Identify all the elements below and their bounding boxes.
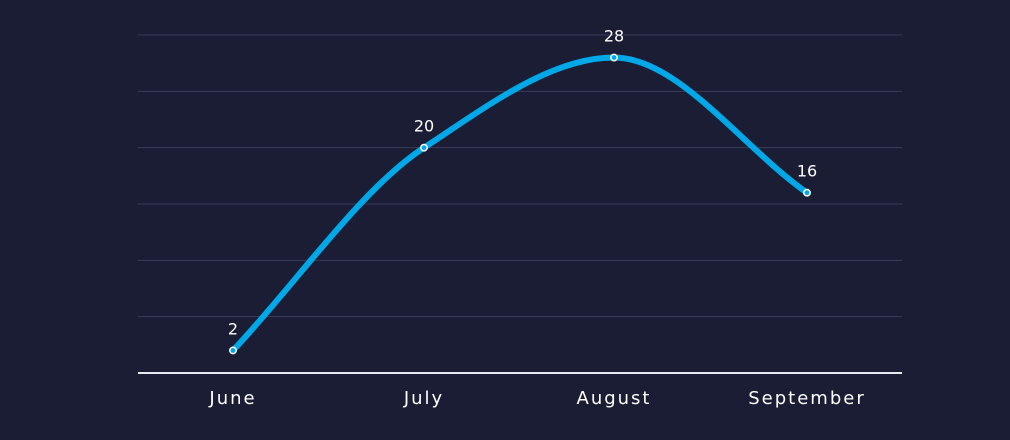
x-tick-label: August — [577, 388, 652, 409]
data-point — [420, 143, 428, 152]
data-label: 28 — [604, 27, 624, 46]
data-label: 16 — [797, 162, 817, 181]
data-label: 20 — [414, 117, 434, 136]
data-label: 2 — [228, 319, 238, 338]
series-layer — [229, 53, 811, 355]
x-tick-label: July — [403, 388, 444, 409]
data-point — [229, 346, 237, 355]
x-tick-labels: June July August September — [208, 388, 866, 409]
gridlines — [138, 34, 902, 318]
data-point — [610, 53, 618, 62]
drop-lines — [232, 57, 808, 373]
x-tick-label: September — [748, 388, 866, 409]
x-tick-label: June — [208, 388, 256, 409]
series-line — [230, 54, 810, 354]
data-labels: 2 20 28 16 — [228, 27, 817, 339]
data-point — [803, 188, 811, 197]
